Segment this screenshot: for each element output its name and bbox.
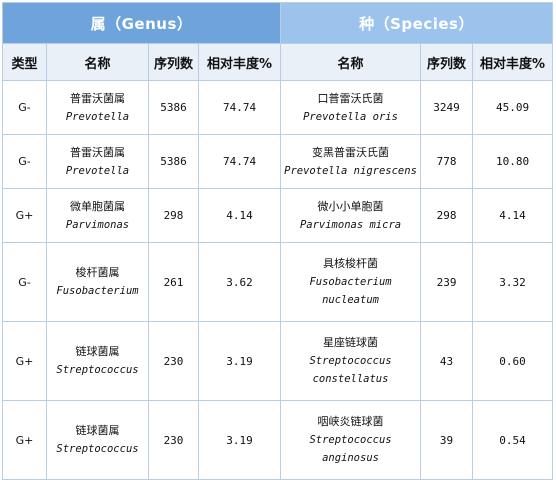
genus-latin-name: Prevotella bbox=[65, 110, 130, 123]
genus-latin-name: Parvimonas bbox=[65, 218, 130, 231]
table-row: G- 普雷沃菌属 Prevotella 5386 74.74 变黑普雷沃氏菌 P… bbox=[2, 134, 554, 189]
genus-abund-cell: 4.14 bbox=[197, 188, 282, 243]
type-cell: G- bbox=[2, 242, 47, 322]
genus-name-cell: 微单胞菌属 Parvimonas bbox=[46, 188, 149, 243]
table-row: G+ 链球菌属 Streptococcus 230 3.19 咽峡炎链球菌 St… bbox=[2, 400, 554, 480]
species-name-cell: 具核梭杆菌 Fusobacterium nucleatum bbox=[280, 242, 422, 322]
type-cell: G+ bbox=[2, 188, 47, 243]
species-latin-name-line1: Streptococcus bbox=[309, 355, 392, 367]
species-abund-cell: 45.09 bbox=[472, 80, 554, 135]
genus-name-cell: 普雷沃菌属 Prevotella bbox=[46, 80, 149, 135]
species-latin-name: Prevotella nigrescens bbox=[284, 164, 417, 177]
genus-seq-cell: 5386 bbox=[148, 80, 199, 135]
genus-group-header: 属（Genus） bbox=[1, 2, 282, 44]
genus-seq-cell: 230 bbox=[148, 400, 199, 480]
col-header-species-seq: 序列数 bbox=[420, 43, 474, 81]
genus-abund-cell: 74.74 bbox=[197, 80, 282, 135]
genus-abund-cell: 74.74 bbox=[197, 134, 282, 189]
species-latin-name-line2: nucleatum bbox=[322, 294, 379, 306]
species-seq-cell: 3249 bbox=[420, 80, 474, 135]
table-row: G+ 链球菌属 Streptococcus 230 3.19 星座链球菌 Str… bbox=[2, 321, 554, 401]
genus-chinese-name: 梭杆菌属 bbox=[75, 266, 120, 279]
species-seq-cell: 778 bbox=[420, 134, 474, 189]
species-seq-cell: 239 bbox=[420, 242, 474, 322]
species-name-cell: 微小小单胞菌 Parvimonas micra bbox=[280, 188, 422, 243]
col-header-genus-seq: 序列数 bbox=[148, 43, 199, 81]
genus-name-cell: 普雷沃菌属 Prevotella bbox=[46, 134, 149, 189]
genus-name-cell: 链球菌属 Streptococcus bbox=[46, 321, 149, 401]
genus-chinese-name: 微单胞菌属 bbox=[70, 199, 125, 213]
species-chinese-name: 微小小单胞菌 bbox=[317, 199, 384, 213]
species-chinese-name: 具核梭杆菌 bbox=[323, 257, 379, 270]
species-group-header: 种（Species） bbox=[280, 2, 554, 44]
species-seq-cell: 39 bbox=[420, 400, 474, 480]
species-chinese-name: 口普雷沃氏菌 bbox=[317, 91, 384, 105]
species-seq-cell: 298 bbox=[420, 188, 474, 243]
col-header-genus-name: 名称 bbox=[46, 43, 149, 81]
species-name-cell: 变黑普雷沃氏菌 Prevotella nigrescens bbox=[280, 134, 422, 189]
species-chinese-name: 变黑普雷沃氏菌 bbox=[312, 145, 390, 159]
genus-seq-cell: 298 bbox=[148, 188, 199, 243]
table-row: G- 梭杆菌属 Fusobacterium 261 3.62 具核梭杆菌 Fus… bbox=[2, 242, 554, 322]
table-row: G+ 微单胞菌属 Parvimonas 298 4.14 微小小单胞菌 Parv… bbox=[2, 188, 554, 243]
type-cell: G- bbox=[2, 80, 47, 135]
genus-chinese-name: 普雷沃菌属 bbox=[70, 91, 125, 105]
genus-chinese-name: 普雷沃菌属 bbox=[70, 145, 125, 159]
genus-latin-name: Fusobacterium bbox=[56, 285, 139, 297]
type-cell: G- bbox=[2, 134, 47, 189]
genus-seq-cell: 261 bbox=[148, 242, 199, 322]
col-header-species-name: 名称 bbox=[280, 43, 422, 81]
column-header-row: 类型 名称 序列数 相对丰度% 名称 序列数 相对丰度% bbox=[2, 43, 554, 81]
type-cell: G+ bbox=[2, 400, 47, 480]
species-abund-cell: 0.54 bbox=[472, 400, 554, 480]
genus-abund-cell: 3.19 bbox=[197, 321, 282, 401]
species-abund-cell: 0.60 bbox=[472, 321, 554, 401]
col-header-type: 类型 bbox=[2, 43, 47, 81]
species-chinese-name: 星座链球菌 bbox=[323, 336, 379, 349]
species-latin-name-line2: constellatus bbox=[312, 373, 389, 385]
genus-latin-name: Streptococcus bbox=[56, 443, 139, 455]
species-name-cell: 星座链球菌 Streptococcus constellatus bbox=[280, 321, 422, 401]
genus-latin-name: Prevotella bbox=[65, 164, 130, 177]
species-abund-cell: 4.14 bbox=[472, 188, 554, 243]
species-abund-cell: 10.80 bbox=[472, 134, 554, 189]
genus-chinese-name: 链球菌属 bbox=[75, 345, 120, 358]
genus-name-cell: 链球菌属 Streptococcus bbox=[46, 400, 149, 480]
species-name-cell: 口普雷沃氏菌 Prevotella oris bbox=[280, 80, 422, 135]
species-latin-name: Prevotella oris bbox=[303, 110, 398, 123]
genus-name-cell: 梭杆菌属 Fusobacterium bbox=[46, 242, 149, 322]
col-header-species-abund: 相对丰度% bbox=[472, 43, 554, 81]
species-seq-cell: 43 bbox=[420, 321, 474, 401]
genus-seq-cell: 230 bbox=[148, 321, 199, 401]
species-name-cell: 咽峡炎链球菌 Streptococcus anginosus bbox=[280, 400, 422, 480]
type-cell: G+ bbox=[2, 321, 47, 401]
genus-abund-cell: 3.62 bbox=[197, 242, 282, 322]
genus-latin-name: Streptococcus bbox=[56, 364, 139, 376]
group-header-row: 属（Genus） 种（Species） bbox=[1, 2, 554, 44]
genus-abund-cell: 3.19 bbox=[197, 400, 282, 480]
species-chinese-name: 咽峡炎链球菌 bbox=[317, 415, 384, 428]
col-header-genus-abund: 相对丰度% bbox=[197, 43, 282, 81]
genus-chinese-name: 链球菌属 bbox=[75, 424, 120, 437]
species-abund-cell: 3.32 bbox=[472, 242, 554, 322]
species-latin-name-line1: Streptococcus bbox=[309, 434, 392, 446]
table-row: G- 普雷沃菌属 Prevotella 5386 74.74 口普雷沃氏菌 Pr… bbox=[2, 80, 554, 135]
species-latin-name: Parvimonas micra bbox=[299, 218, 402, 231]
genus-seq-cell: 5386 bbox=[148, 134, 199, 189]
species-latin-name-line1: Fusobacterium bbox=[309, 276, 392, 288]
species-latin-name-line2: anginosus bbox=[322, 452, 379, 464]
